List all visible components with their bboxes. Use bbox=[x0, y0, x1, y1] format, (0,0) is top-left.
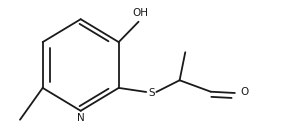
Text: N: N bbox=[77, 113, 85, 123]
Text: OH: OH bbox=[132, 8, 148, 18]
Text: S: S bbox=[148, 88, 155, 98]
Text: O: O bbox=[241, 87, 249, 97]
